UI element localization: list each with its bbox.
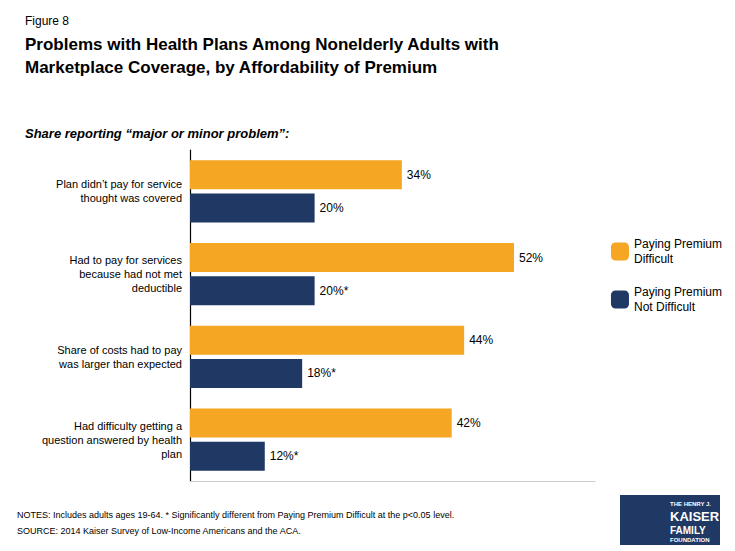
svg-text:44%: 44% [469,333,493,347]
svg-text:Had to pay for services: Had to pay for services [70,254,183,266]
svg-text:18%*: 18%* [307,366,336,380]
svg-text:THE HENRY J.: THE HENRY J. [670,501,711,507]
svg-text:Paying Premium: Paying Premium [634,285,722,299]
svg-text:20%: 20% [320,201,344,215]
svg-text:Not Difficult: Not Difficult [634,300,696,314]
svg-text:deductible: deductible [132,282,182,294]
svg-text:SOURCE: 2014 Kaiser Survey of: SOURCE: 2014 Kaiser Survey of Low-Income… [17,526,301,536]
svg-text:12%*: 12%* [270,449,299,463]
svg-text:FAMILY: FAMILY [670,525,706,536]
svg-text:question answered by health: question answered by health [42,434,182,446]
svg-text:plan: plan [161,448,182,460]
svg-text:Share of costs had to pay: Share of costs had to pay [57,344,182,356]
svg-text:Plan didn’t pay for service: Plan didn’t pay for service [56,178,182,190]
svg-text:52%: 52% [519,251,543,265]
svg-text:Problems with Health Plans Amo: Problems with Health Plans Among Nonelde… [25,35,499,54]
svg-text:NOTES: Includes adults ages 19: NOTES: Includes adults ages 19-64. * Sig… [17,510,454,520]
svg-text:thought was covered: thought was covered [80,192,182,204]
svg-text:because had not met: because had not met [79,268,182,280]
svg-text:20%*: 20%* [320,284,349,298]
svg-text:Share reporting “major or mino: Share reporting “major or minor problem”… [25,126,289,141]
svg-text:Paying Premium: Paying Premium [634,237,722,251]
svg-text:Figure 8: Figure 8 [25,14,69,28]
svg-text:was larger than expected: was larger than expected [58,358,182,370]
svg-text:Marketplace Coverage, by Affor: Marketplace Coverage, by Affordability o… [25,58,437,77]
svg-text:FOUNDATION: FOUNDATION [670,537,710,543]
svg-text:42%: 42% [457,416,481,430]
svg-text:KAISER: KAISER [670,509,720,524]
svg-text:Difficult: Difficult [634,252,674,266]
svg-text:34%: 34% [407,168,431,182]
svg-text:Had difficulty getting a: Had difficulty getting a [74,420,183,432]
